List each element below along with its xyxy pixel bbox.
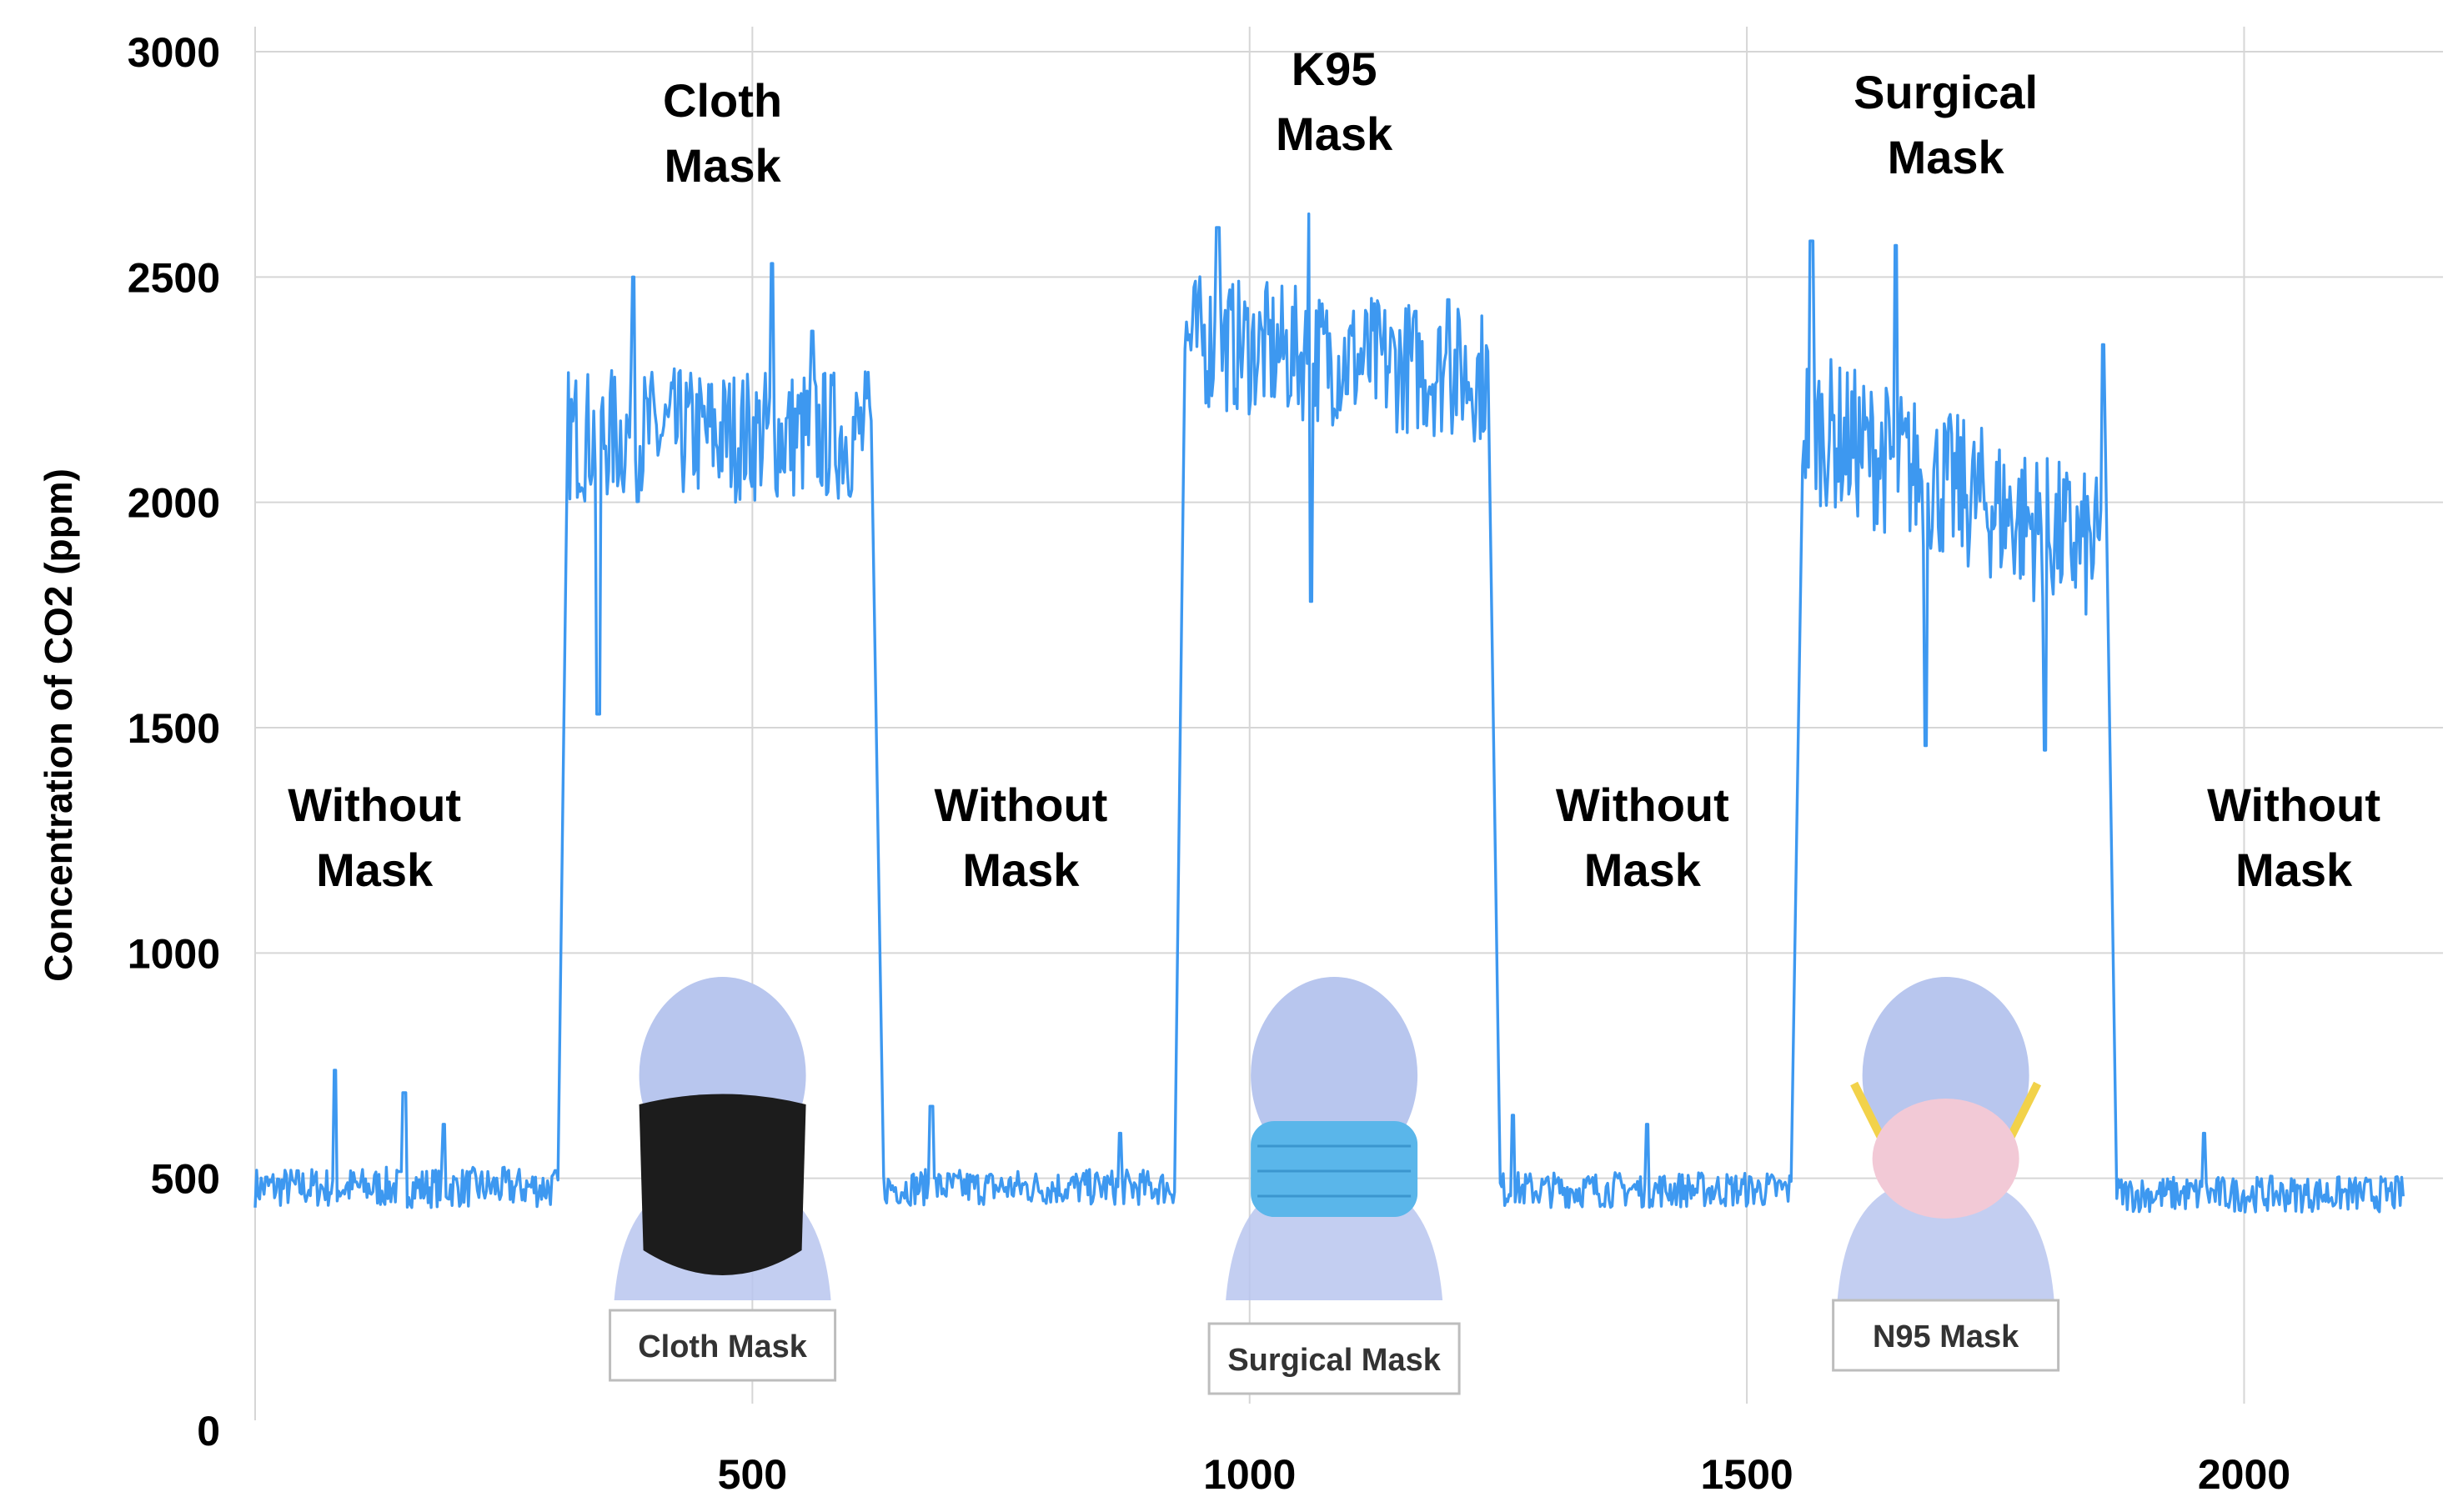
annotation-2-line-0: Without <box>934 779 1107 831</box>
x-tick-label-2000: 2000 <box>2198 1451 2290 1498</box>
y-tick-label-3000: 3000 <box>128 29 220 76</box>
x-tick-label-500: 500 <box>718 1451 787 1498</box>
grid-lines <box>254 27 2443 1420</box>
annotation-6-line-0: Without <box>2207 779 2380 831</box>
x-tick-label-1500: 1500 <box>1700 1451 1793 1498</box>
annotation-5-line-1: Mask <box>1888 131 2005 183</box>
cloth-caption-box <box>609 1309 837 1382</box>
annotation-6-line-1: Mask <box>2235 844 2353 896</box>
annotation-3-line-1: Mask <box>1276 108 1393 160</box>
annotation-3-line-0: K95 <box>1292 43 1377 95</box>
annotation-2-line-1: Mask <box>962 844 1080 896</box>
y-tick-label-500: 500 <box>151 1156 220 1203</box>
annotation-5-line-0: Surgical <box>1854 66 2038 118</box>
surgical-caption-label: Surgical Mask <box>1227 1343 1441 1378</box>
surgical-mask-figure: Surgical Mask <box>1207 977 1461 1395</box>
cloth-mask-shape <box>639 1094 806 1275</box>
y-tick-label-2500: 2500 <box>128 254 220 301</box>
annotation-0-line-1: Mask <box>316 844 434 896</box>
figure-shoulders <box>1837 1184 2054 1300</box>
cloth-mask-figure: Cloth Mask <box>609 977 837 1382</box>
annotation-4-line-1: Mask <box>1584 844 1702 896</box>
n95-caption-label: N95 Mask <box>1873 1319 2019 1354</box>
annotation-4-line-0: Without <box>1556 779 1729 831</box>
n95-mask-shape <box>1872 1099 2019 1219</box>
annotation-1-line-1: Mask <box>665 139 782 192</box>
n95-caption-box <box>1832 1299 2060 1372</box>
y-tick-label-1000: 1000 <box>128 930 220 977</box>
x-tick-label-1000: 1000 <box>1203 1451 1296 1498</box>
cloth-caption-label: Cloth Mask <box>638 1329 808 1364</box>
annotation-0-line-0: Without <box>288 779 461 831</box>
mask-images: Cloth Mask Surgical Mask N95 Mask <box>609 977 2060 1395</box>
annotation-1-line-0: Cloth <box>663 74 782 127</box>
phase-annotations: Without Mask Cloth Mask Without Mask K95 Mask Wi… <box>288 43 2380 896</box>
n95-mask-figure: N95 Mask <box>1832 977 2060 1372</box>
y-tick-label-0: 0 <box>197 1408 220 1454</box>
y-tick-label-2000: 2000 <box>128 480 220 527</box>
surgical-mask-shape <box>1251 1121 1418 1217</box>
y-axis-label: Concentration of CO2 (ppm) <box>37 468 80 982</box>
surgical-caption-box <box>1207 1322 1461 1395</box>
axis-ticks: 0 500 1000 1500 2000 2500 3000 500 1000 1500 2000 <box>128 29 2290 1498</box>
co2-series-line <box>253 212 2405 1214</box>
y-tick-label-1500: 1500 <box>128 705 220 752</box>
